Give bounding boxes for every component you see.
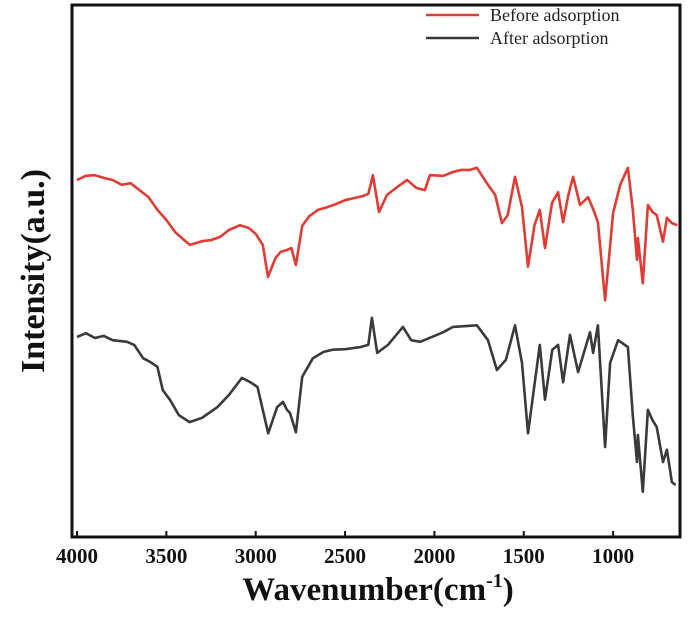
- series-line-before-adsorption: [76, 166, 678, 302]
- x-axis-title-main: Wavenumber(cm: [242, 572, 486, 608]
- x-tick-label: 2500: [324, 544, 366, 568]
- x-axis-title-end: ): [503, 572, 514, 608]
- x-tick-label: 1500: [503, 544, 545, 568]
- series-line-after-adsorption: [76, 316, 677, 494]
- plot-frame: [70, 3, 682, 539]
- x-tick-label: 4000: [56, 544, 98, 568]
- x-axis-title: Wavenumber(cm-1): [242, 570, 513, 608]
- x-tick-label: 2000: [413, 544, 455, 568]
- legend-label-before: Before adsorption: [490, 5, 619, 25]
- x-ticks: 4000 3500 3000 2500 2000 1500 1000: [56, 531, 634, 568]
- legend: Before adsorption After adsorption: [426, 5, 619, 48]
- x-tick-label: 1000: [592, 544, 634, 568]
- x-axis-title-sup: -1: [486, 570, 503, 592]
- x-tick-label: 3500: [145, 544, 187, 568]
- legend-label-after: After adsorption: [490, 28, 608, 48]
- x-tick-label: 3000: [235, 544, 277, 568]
- y-axis-title: Intensity(a.u.): [15, 169, 52, 373]
- series-layer: [76, 166, 678, 494]
